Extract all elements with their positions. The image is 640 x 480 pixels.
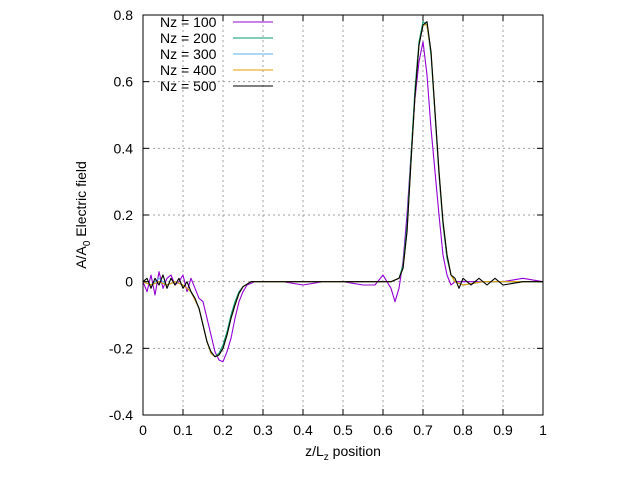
legend-label: Nz = 300: [160, 46, 217, 62]
x-tick-label: 0.2: [213, 422, 233, 438]
y-tick-labels: -0.4 -0.2 0 0.2 0.4 0.6 0.8: [109, 7, 133, 423]
y-tick-label: 0.8: [114, 7, 134, 23]
x-tick-labels: 0 0.1 0.2 0.3 0.4 0.5 0.6 0.7 0.8 0.9 1: [139, 422, 547, 438]
legend-label: Nz = 500: [160, 78, 217, 94]
series-line: [142, 21, 543, 358]
legend-label: Nz = 100: [160, 14, 217, 30]
x-tick-label: 0.9: [493, 422, 513, 438]
x-tick-label: 0.3: [253, 422, 273, 438]
x-axis-title: z/Lz position: [305, 443, 381, 463]
legend-label: Nz = 200: [160, 30, 217, 46]
x-tick-label: 0: [139, 422, 147, 438]
axis-ticks: [142, 14, 544, 416]
x-tick-label: 0.1: [173, 422, 193, 438]
x-tick-label: 1: [539, 422, 547, 438]
y-tick-label: 0.4: [114, 140, 134, 156]
y-tick-label: 0.2: [114, 207, 134, 223]
x-tick-label: 0.7: [413, 422, 433, 438]
x-tick-label: 0.6: [373, 422, 393, 438]
x-tick-label: 0.4: [293, 422, 313, 438]
x-tick-label: 0.5: [333, 422, 353, 438]
y-tick-label: -0.4: [109, 407, 133, 423]
series-lines: [142, 21, 544, 363]
y-axis-title: A/A0 Electric field: [73, 161, 93, 269]
y-tick-label: 0.6: [114, 74, 134, 90]
y-tick-label: 0: [125, 274, 133, 290]
x-tick-label: 0.8: [453, 422, 473, 438]
y-tick-label: -0.2: [109, 340, 133, 356]
legend-label: Nz = 400: [160, 62, 217, 78]
